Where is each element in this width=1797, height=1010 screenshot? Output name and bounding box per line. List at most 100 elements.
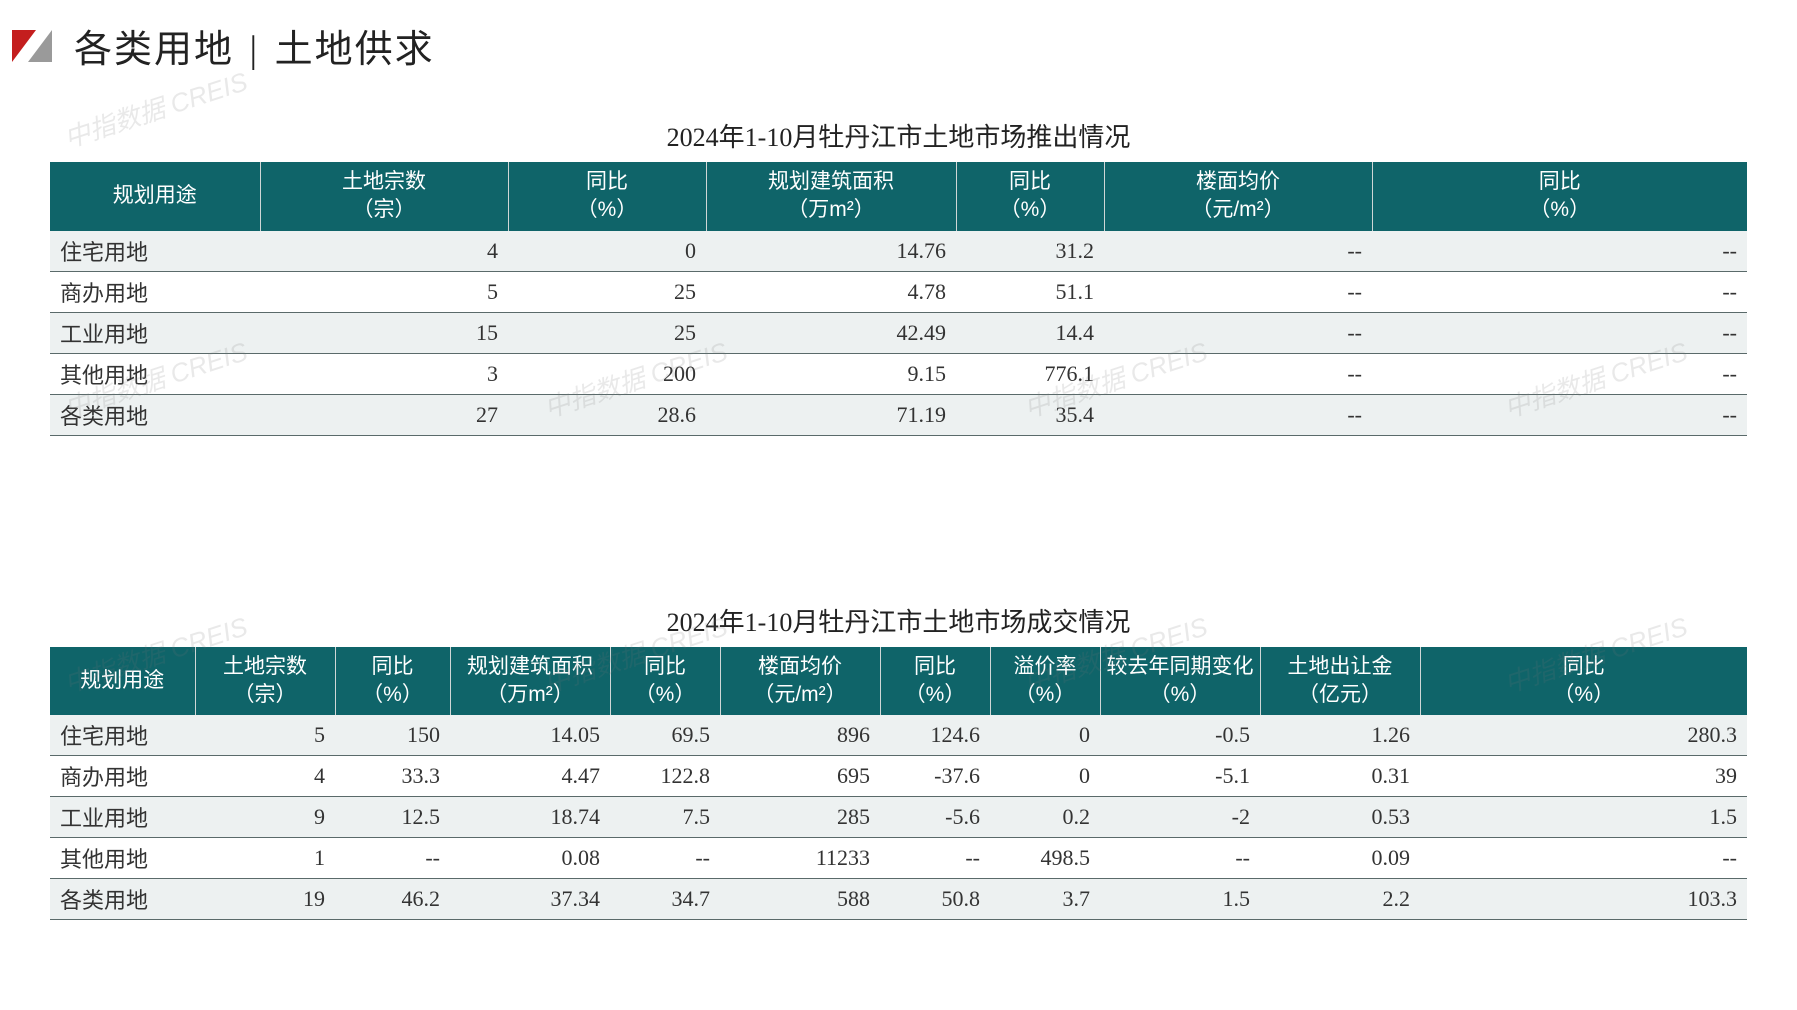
table-cell: 103.3 (1420, 879, 1747, 920)
table-row: 工业用地912.518.747.5285-5.60.2-20.531.5 (50, 797, 1747, 838)
table-cell: -5.6 (880, 797, 990, 838)
table-cell: -- (1104, 353, 1372, 394)
logo-icon (12, 30, 60, 62)
table-cell: 46.2 (335, 879, 450, 920)
table-cell: 33.3 (335, 756, 450, 797)
table-cell: 15 (260, 312, 508, 353)
table-cell: 1 (195, 838, 335, 879)
table-row: 各类用地2728.671.1935.4---- (50, 394, 1747, 435)
table-row: 各类用地1946.237.3434.758850.83.71.52.2103.3 (50, 879, 1747, 920)
table-cell: -- (1372, 271, 1747, 312)
table-cell: 285 (720, 797, 880, 838)
table-cell: 27 (260, 394, 508, 435)
table-cell: -- (610, 838, 720, 879)
table-cell: -- (1372, 394, 1747, 435)
table-cell: 7.5 (610, 797, 720, 838)
table-cell: 11233 (720, 838, 880, 879)
column-header: 土地出让金（亿元） (1260, 647, 1420, 716)
table-cell: 0.09 (1260, 838, 1420, 879)
column-header: 同比（%） (1420, 647, 1747, 716)
table-row: 商办用地433.34.47122.8695-37.60-5.10.3139 (50, 756, 1747, 797)
column-header: 规划建筑面积（万m²） (706, 162, 956, 231)
table-cell: 69.5 (610, 715, 720, 756)
column-header: 规划建筑面积（万m²） (450, 647, 610, 716)
table2: 规划用途土地宗数（宗）同比（%）规划建筑面积（万m²）同比（%）楼面均价（元/m… (50, 647, 1747, 921)
table-cell: -- (1372, 231, 1747, 272)
table2-title: 2024年1-10月牡丹江市土地市场成交情况 (50, 602, 1747, 639)
title-separator: | (250, 29, 260, 71)
table-cell: -- (1372, 353, 1747, 394)
table-cell: -- (1100, 838, 1260, 879)
table-cell: 19 (195, 879, 335, 920)
title-right: 土地供求 (275, 29, 435, 71)
table-row: 其他用地32009.15776.1---- (50, 353, 1747, 394)
table-cell: 498.5 (990, 838, 1100, 879)
table-cell: 5 (195, 715, 335, 756)
column-header: 同比（%） (508, 162, 706, 231)
table-cell: -- (1104, 231, 1372, 272)
table-cell: 0 (990, 756, 1100, 797)
table-cell: 3 (260, 353, 508, 394)
table-cell: 0.31 (1260, 756, 1420, 797)
table-cell: 31.2 (956, 231, 1104, 272)
table-cell: 0.2 (990, 797, 1100, 838)
table-cell: 50.8 (880, 879, 990, 920)
table-cell: 其他用地 (50, 353, 260, 394)
table-cell: 35.4 (956, 394, 1104, 435)
table-cell: 51.1 (956, 271, 1104, 312)
table-cell: 776.1 (956, 353, 1104, 394)
table-cell: 200 (508, 353, 706, 394)
column-header: 同比（%） (1372, 162, 1747, 231)
slide-header: 各类用地 | 土地供求 (0, 0, 1797, 73)
table-cell: 695 (720, 756, 880, 797)
column-header: 同比（%） (956, 162, 1104, 231)
table-cell: 0.53 (1260, 797, 1420, 838)
table-row: 工业用地152542.4914.4---- (50, 312, 1747, 353)
table-cell: 4.47 (450, 756, 610, 797)
table-cell: 34.7 (610, 879, 720, 920)
table-cell: 3.7 (990, 879, 1100, 920)
table-cell: 39 (1420, 756, 1747, 797)
table-cell: 28.6 (508, 394, 706, 435)
column-header: 楼面均价（元/m²） (720, 647, 880, 716)
table-cell: 42.49 (706, 312, 956, 353)
table-cell: 14.76 (706, 231, 956, 272)
table-cell: 71.19 (706, 394, 956, 435)
column-header: 同比（%） (880, 647, 990, 716)
column-header: 溢价率（%） (990, 647, 1100, 716)
column-header: 较去年同期变化（%） (1100, 647, 1260, 716)
table-cell: 0 (990, 715, 1100, 756)
table-cell: 14.4 (956, 312, 1104, 353)
table-cell: 18.74 (450, 797, 610, 838)
table-cell: -- (880, 838, 990, 879)
table-cell: 37.34 (450, 879, 610, 920)
table1: 规划用途土地宗数（宗）同比（%）规划建筑面积（万m²）同比（%）楼面均价（元/m… (50, 162, 1747, 436)
table-cell: 25 (508, 271, 706, 312)
table-cell: 1.26 (1260, 715, 1420, 756)
table-cell: -5.1 (1100, 756, 1260, 797)
table-cell: 商办用地 (50, 756, 195, 797)
table-cell: 工业用地 (50, 312, 260, 353)
table-cell: 9.15 (706, 353, 956, 394)
column-header: 土地宗数（宗） (260, 162, 508, 231)
column-header: 楼面均价（元/m²） (1104, 162, 1372, 231)
table-cell: 住宅用地 (50, 715, 195, 756)
table-row: 住宅用地4014.7631.2---- (50, 231, 1747, 272)
table-cell: 5 (260, 271, 508, 312)
table1-title: 2024年1-10月牡丹江市土地市场推出情况 (50, 117, 1747, 154)
column-header: 同比（%） (335, 647, 450, 716)
table-cell: 1.5 (1420, 797, 1747, 838)
column-header: 规划用途 (50, 162, 260, 231)
table-cell: 工业用地 (50, 797, 195, 838)
table-cell: 商办用地 (50, 271, 260, 312)
table-cell: 14.05 (450, 715, 610, 756)
table-cell: 4 (260, 231, 508, 272)
title-left: 各类用地 (74, 29, 234, 71)
table-cell: -- (1104, 394, 1372, 435)
column-header: 土地宗数（宗） (195, 647, 335, 716)
table-cell: 150 (335, 715, 450, 756)
column-header: 同比（%） (610, 647, 720, 716)
table-cell: 9 (195, 797, 335, 838)
table-row: 商办用地5254.7851.1---- (50, 271, 1747, 312)
table-row: 住宅用地515014.0569.5896124.60-0.51.26280.3 (50, 715, 1747, 756)
